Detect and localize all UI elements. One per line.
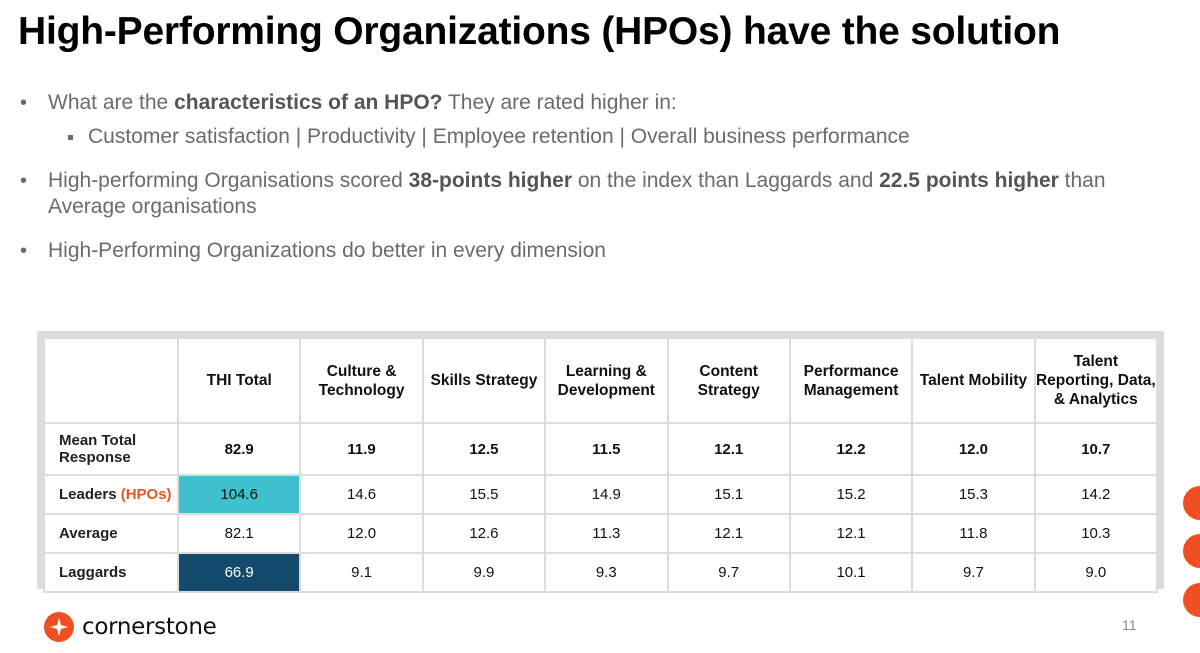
table-cell: 15.5 [421,474,547,515]
row-label-text: Leaders [59,486,117,503]
bullet-text: High-Performing Organizations do better … [48,239,606,262]
logo-text: cornerstone [82,614,217,640]
column-header: Performance Management [788,337,914,424]
table-cell: 15.3 [911,474,1036,515]
bullet-every-dimension: • High-Performing Organizations do bette… [20,238,1140,264]
table-cell: 11.8 [911,513,1036,554]
table-row-average: Average 82.1 12.0 12.6 11.3 12.1 12.1 11… [43,513,1159,554]
table-cell: 12.1 [666,422,791,476]
table-cell: 11.9 [299,422,424,476]
bullet-list: • What are the characteristics of an HPO… [20,90,1140,274]
table-cell: 10.3 [1033,513,1159,554]
table-cell: 12.1 [788,513,914,554]
table-cell: 82.9 [176,422,302,476]
table-cell: 9.7 [911,552,1036,593]
decorative-dot [1183,534,1200,568]
table-row-leaders: Leaders (HPOs) 104.6 14.6 15.5 14.9 15.1… [43,474,1159,515]
table-cell-highlight: 104.6 [176,474,302,515]
column-header: Talent Reporting, Data, & Analytics [1033,337,1159,424]
table-cell: 82.1 [176,513,302,554]
table-cell: 9.7 [666,552,791,593]
table-cell: 12.5 [421,422,547,476]
table-row-laggards: Laggards 66.9 9.1 9.9 9.3 9.7 10.1 9.7 9… [43,552,1159,593]
bullet-text: than Average organisations [48,169,1106,218]
decorative-dot [1183,486,1200,520]
square-bullet-icon [68,135,73,140]
table-cell: 12.0 [299,513,424,554]
table-cell: 14.9 [544,474,669,515]
table-row-mean: Mean Total Response 82.9 11.9 12.5 11.5 … [43,422,1159,476]
table-cell: 12.1 [666,513,791,554]
table-cell: 10.1 [788,552,914,593]
table-cell: 9.0 [1033,552,1159,593]
bullet-dot: • [20,240,28,262]
bullet-bold-text: 22.5 points higher [879,169,1059,192]
bullet-bold-text: characteristics of an HPO? [174,91,443,114]
decorative-dot [1183,583,1200,617]
bullet-text: High-performing Organisations scored [48,169,409,192]
data-table: THI Total Culture & Technology Skills St… [43,337,1159,593]
row-label: Mean Total Response [43,422,179,476]
cornerstone-star-icon [44,612,74,642]
column-header: Learning & Development [544,337,669,424]
table-cell: 12.0 [911,422,1036,476]
table-cell: 12.6 [421,513,547,554]
column-header: Culture & Technology [299,337,424,424]
hpo-scores-table: THI Total Culture & Technology Skills St… [37,331,1164,593]
table-cell: 10.7 [1033,422,1159,476]
column-header: THI Total [176,337,302,424]
cornerstone-logo: cornerstone [44,612,217,642]
table-cell: 15.2 [788,474,914,515]
bullet-dot: • [20,170,28,192]
table-cell: 15.1 [666,474,791,515]
table-cell: 14.2 [1033,474,1159,515]
row-label: Laggards [43,552,179,593]
bullet-bold-text: 38-points higher [408,169,573,192]
hpo-tag: (HPOs) [120,486,172,503]
header-corner [43,337,179,424]
table-cell: 11.3 [544,513,669,554]
table-cell-highlight: 66.9 [176,552,302,593]
slide-title: High-Performing Organizations (HPOs) hav… [18,10,1061,53]
sub-bullet-ratings: Customer satisfaction | Productivity | E… [48,124,1140,150]
row-label: Leaders (HPOs) [43,474,179,515]
bullet-text: They are rated higher in: [442,91,677,114]
bullet-dot: • [20,92,28,114]
table-cell: 14.6 [299,474,424,515]
column-header: Skills Strategy [421,337,547,424]
table-cell: 12.2 [788,422,914,476]
bullet-text: on the index than Laggards and [572,169,880,192]
table-cell: 9.9 [421,552,547,593]
column-header: Content Strategy [666,337,791,424]
bullet-characteristics: • What are the characteristics of an HPO… [20,90,1140,150]
page-number: 11 [1122,617,1137,633]
table-header-row: THI Total Culture & Technology Skills St… [43,337,1159,424]
table-cell: 11.5 [544,422,669,476]
table-cell: 9.1 [299,552,424,593]
table-cell: 9.3 [544,552,669,593]
sub-bullet-text: Customer satisfaction | Productivity | E… [88,125,910,148]
bullet-scores: • High-performing Organisations scored 3… [20,168,1140,220]
column-header: Talent Mobility [911,337,1036,424]
row-label: Average [43,513,179,554]
bullet-text: What are the [48,91,175,114]
